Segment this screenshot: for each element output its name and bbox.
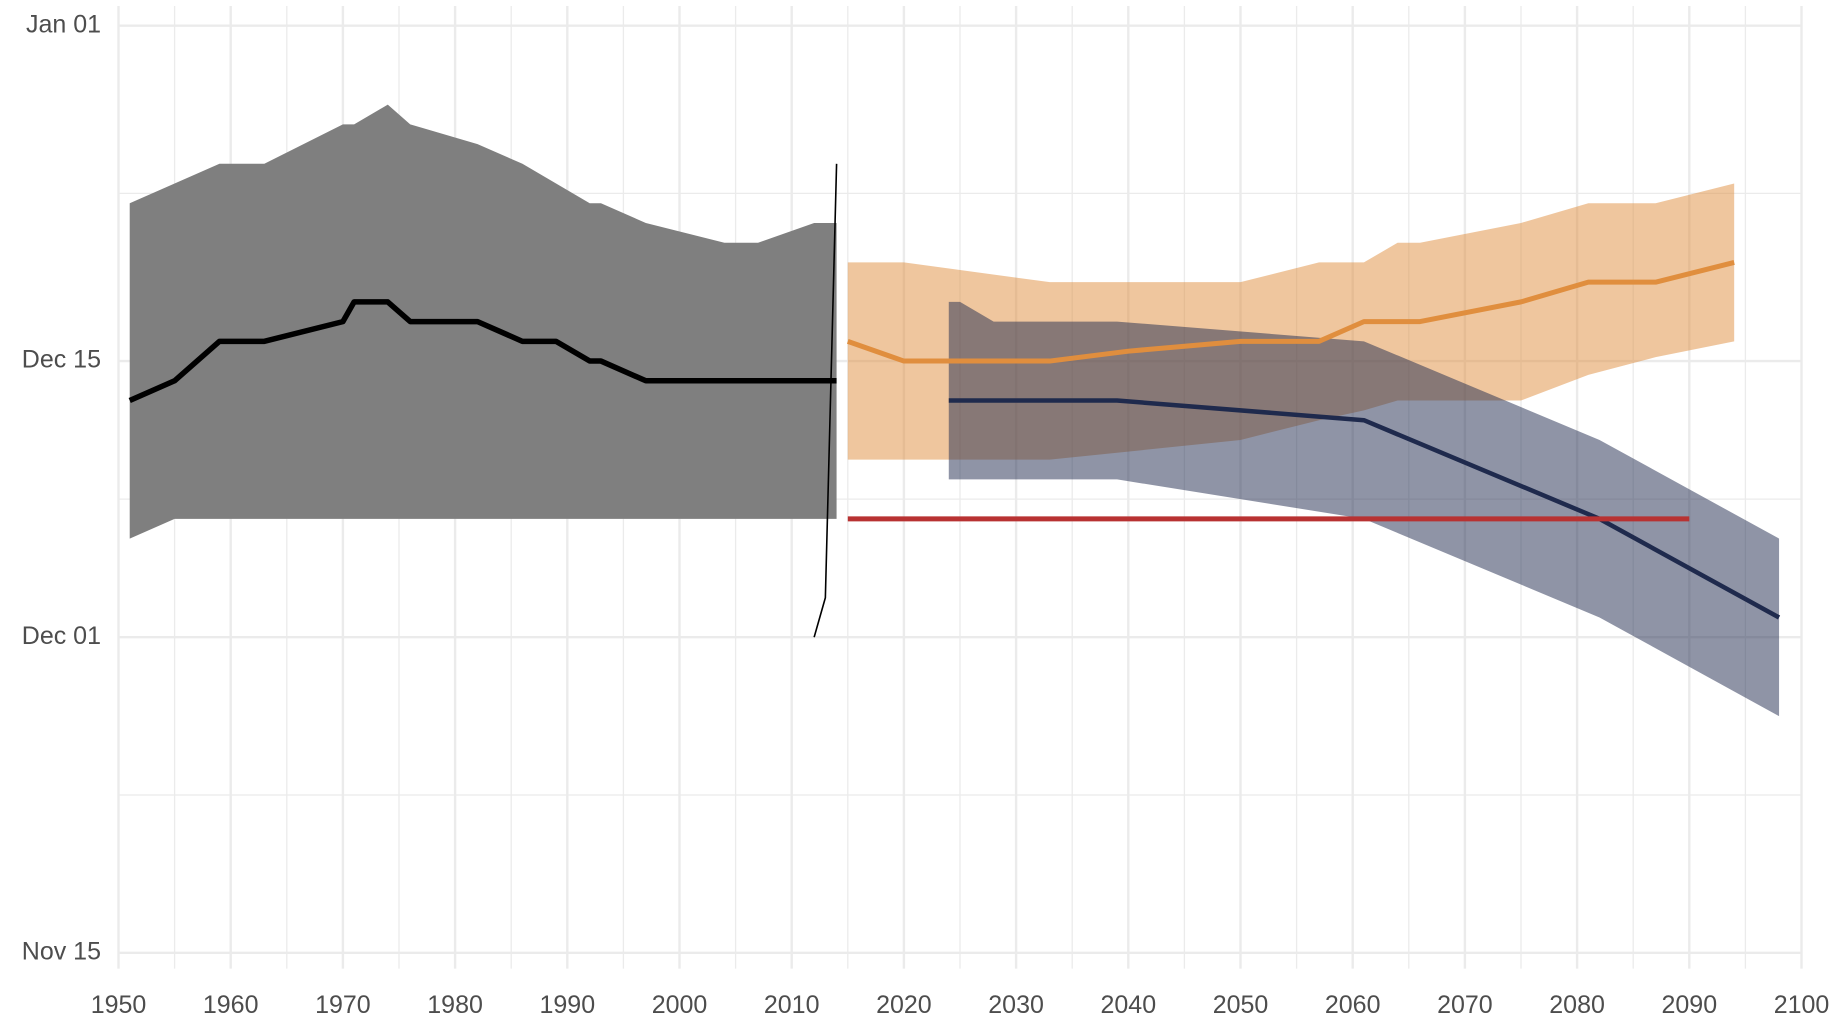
- x-tick-label: 1990: [539, 991, 595, 1019]
- x-tick-label: 1960: [203, 991, 259, 1019]
- x-tick-label: 2070: [1437, 991, 1493, 1019]
- x-tick-label: 1970: [315, 991, 371, 1019]
- x-tick-label: 1950: [91, 991, 147, 1019]
- x-tick-label: 2090: [1661, 991, 1717, 1019]
- x-tick-label: 2030: [988, 991, 1044, 1019]
- x-tick-label: 2060: [1325, 991, 1381, 1019]
- band: [948, 301, 1780, 717]
- x-tick-label: 2080: [1549, 991, 1605, 1019]
- y-tick-label: Jan 01: [26, 10, 101, 38]
- series-line: [128, 299, 837, 404]
- y-tick-label: Dec 15: [22, 346, 101, 374]
- x-tick-label: 1980: [427, 991, 483, 1019]
- axis-labels: 1950 1960 1970 1980 1990 2000 2010 2020 2030 2040…: [22, 10, 1830, 1019]
- plot-area: [128, 104, 1781, 717]
- x-tick-label: 2010: [764, 991, 820, 1019]
- x-tick-label: 2050: [1213, 991, 1269, 1019]
- series-line: [846, 260, 1735, 364]
- y-tick-label: Dec 01: [22, 622, 101, 650]
- x-tick-label: 2100: [1774, 991, 1830, 1019]
- y-tick-label: Nov 15: [22, 937, 101, 965]
- x-tick-label: 2020: [876, 991, 932, 1019]
- series-line: [948, 398, 1781, 620]
- x-tick-label: 2040: [1100, 991, 1156, 1019]
- series-line: [813, 163, 838, 638]
- x-tick-label: 2000: [652, 991, 708, 1019]
